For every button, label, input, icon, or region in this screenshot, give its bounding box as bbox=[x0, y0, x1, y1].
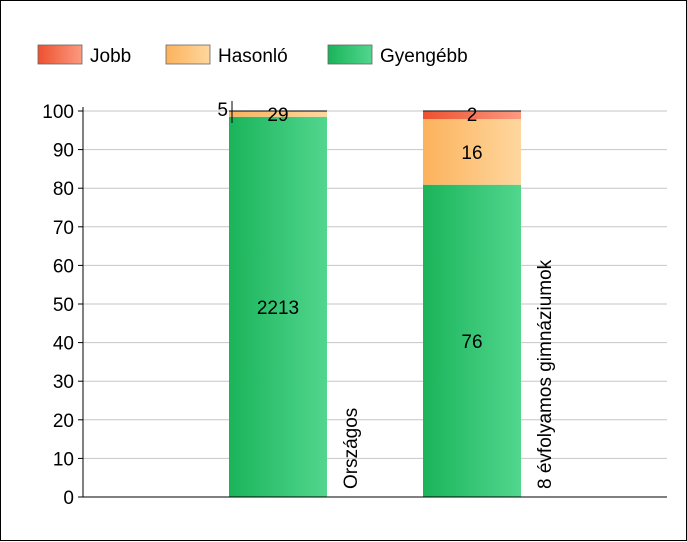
y-tick-label-1: 10 bbox=[53, 449, 74, 470]
y-tick-label-7: 70 bbox=[53, 218, 74, 239]
legend-swatch-1 bbox=[165, 44, 211, 65]
bar-0-1 bbox=[229, 111, 327, 117]
data-label-1-0: 76 bbox=[461, 332, 482, 353]
bar-0-0 bbox=[229, 116, 327, 497]
legend-label-0: Jobb bbox=[90, 46, 131, 67]
category-label-0: Országos bbox=[341, 408, 362, 489]
data-label-0-1: 29 bbox=[267, 105, 288, 126]
y-tick-label-9: 90 bbox=[53, 141, 74, 162]
data-label-0-2: 5 bbox=[217, 100, 228, 121]
y-tick-label-8: 80 bbox=[53, 179, 74, 200]
data-label-1-2: 2 bbox=[467, 105, 478, 126]
y-tick-label-4: 40 bbox=[53, 334, 74, 355]
legend-label-1: Hasonló bbox=[218, 46, 288, 67]
legend-label-2: Gyengébb bbox=[380, 46, 468, 67]
data-label-0-0: 2213 bbox=[257, 298, 299, 319]
bar-1-0 bbox=[423, 184, 521, 497]
legend-swatch-0 bbox=[37, 44, 83, 65]
bars: 2213 29 5 76 16 2 bbox=[217, 100, 521, 497]
y-tick-label-3: 30 bbox=[53, 372, 74, 393]
y-tick-label-5: 50 bbox=[53, 295, 74, 316]
gridlines bbox=[83, 110, 667, 459]
bar-1-1 bbox=[423, 119, 521, 185]
legend-swatch-2 bbox=[327, 44, 373, 65]
y-tick-label-6: 60 bbox=[53, 256, 74, 277]
y-tick-label-0: 0 bbox=[63, 488, 74, 509]
axes: 0 10 20 30 40 50 60 70 80 90 100 Országos 8 évfolyam… bbox=[42, 102, 667, 509]
y-tick-label-10: 100 bbox=[42, 102, 74, 123]
legend: Jobb Hasonló Gyengébb bbox=[37, 44, 468, 67]
bar-1-2 bbox=[423, 111, 521, 120]
category-label-1: 8 évfolyamos gimnáziumok bbox=[535, 259, 556, 489]
y-tick-label-2: 20 bbox=[53, 411, 74, 432]
data-label-1-1: 16 bbox=[461, 143, 482, 164]
